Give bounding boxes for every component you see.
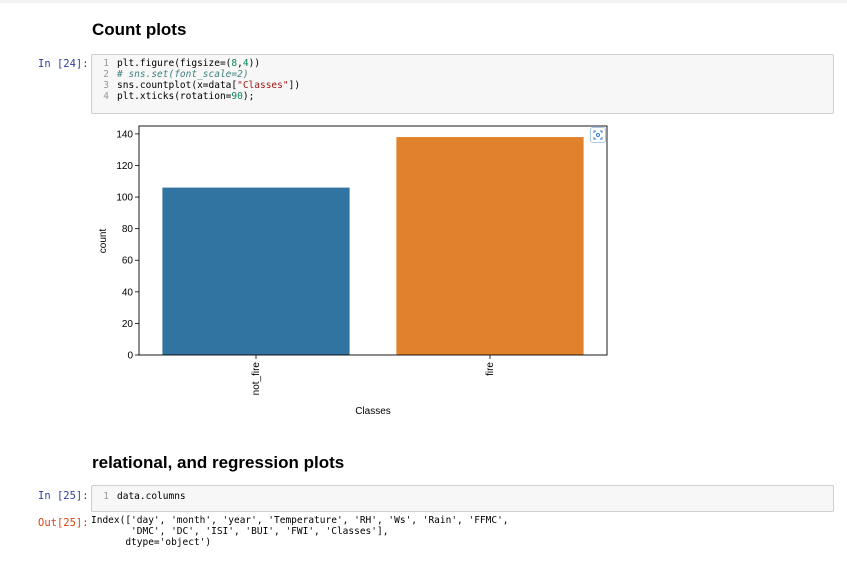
line-number: 2	[103, 69, 109, 80]
output-prompt-25: Out[25]:	[38, 517, 89, 529]
line-number: 1	[103, 58, 109, 69]
code-token: ,	[237, 58, 243, 69]
code-token: 90	[231, 91, 243, 102]
y-tick-label: 100	[116, 193, 133, 204]
code-token: plt.figure(figsize=(	[117, 58, 232, 69]
x-tick-label: fire	[485, 362, 496, 376]
code-line: 2 # sns.set(font_scale=2)	[92, 69, 249, 80]
line-number: 3	[103, 80, 109, 91]
y-tick-label: 80	[122, 224, 134, 235]
y-tick-label: 120	[116, 161, 133, 172]
fullscreen-icon	[593, 130, 603, 140]
code-token: ))	[248, 58, 261, 69]
y-axis-label: count	[98, 229, 109, 254]
expand-output-icon[interactable]	[590, 127, 606, 143]
y-tick-label: 140	[116, 129, 133, 140]
heading-relational-plots: relational, and regression plots	[92, 453, 345, 472]
code-token: # sns.set(font_scale=2)	[117, 69, 249, 80]
code-token: );	[242, 91, 255, 102]
heading-count-plots: Count plots	[92, 20, 187, 39]
line-number: 4	[103, 91, 109, 102]
y-tick-label: 60	[122, 256, 134, 267]
code-token: sns.countplot(x=data[	[117, 80, 238, 91]
bar-fire	[396, 137, 584, 355]
code-token: plt.xticks(rotation=	[117, 91, 232, 102]
code-line: 1 plt.figure(figsize=(8,4))	[92, 58, 260, 69]
code-line: 1 data.columns	[92, 491, 186, 502]
code-token: 4	[242, 58, 249, 69]
y-tick-label: 0	[127, 351, 133, 362]
code-token: ])	[288, 80, 301, 91]
code-cell-24[interactable]: 1 plt.figure(figsize=(8,4)) 2 # sns.set(fon…	[91, 54, 834, 114]
line-number: 1	[103, 491, 109, 502]
code-token: 8	[231, 58, 238, 69]
output-text-25: Index(['day', 'month', 'year', 'Temperat…	[91, 515, 509, 548]
x-tick-label: not_fire	[251, 362, 262, 396]
y-tick-label: 40	[122, 287, 134, 298]
bar-not-fire	[162, 187, 350, 355]
code-cell-25[interactable]: 1 data.columns	[91, 485, 834, 512]
input-prompt-24: In [24]:	[38, 58, 89, 70]
code-token: data.columns	[117, 491, 186, 502]
code-line: 4 plt.xticks(rotation=90);	[92, 91, 254, 102]
input-prompt-25: In [25]:	[38, 490, 89, 502]
top-bar	[0, 0, 847, 3]
code-token: "Classes"	[237, 80, 289, 91]
code-line: 3 sns.countplot(x=data["Classes"])	[92, 80, 300, 91]
plot-frame	[138, 125, 608, 356]
x-axis-label: Classes	[355, 406, 391, 417]
y-tick-label: 20	[122, 319, 134, 330]
